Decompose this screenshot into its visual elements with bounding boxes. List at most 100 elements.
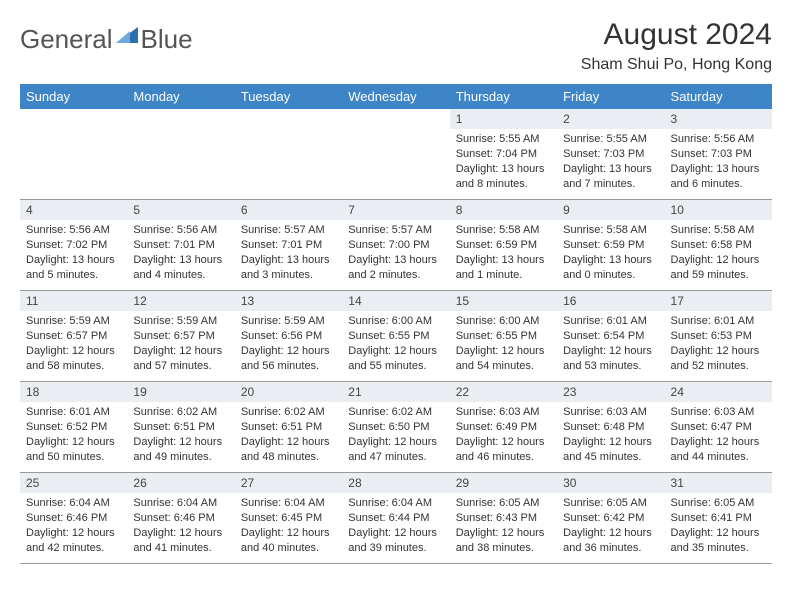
day-details: Sunrise: 6:00 AMSunset: 6:55 PMDaylight:… bbox=[342, 311, 449, 377]
calendar-day-cell: 13Sunrise: 5:59 AMSunset: 6:56 PMDayligh… bbox=[235, 291, 342, 382]
sunset-text: Sunset: 7:03 PM bbox=[563, 147, 658, 162]
daylight-text: Daylight: 12 hours and 42 minutes. bbox=[26, 526, 121, 556]
day-number: 12 bbox=[127, 291, 234, 311]
sunrise-text: Sunrise: 6:01 AM bbox=[26, 405, 121, 420]
sunset-text: Sunset: 7:04 PM bbox=[456, 147, 551, 162]
day-number: 25 bbox=[20, 473, 127, 493]
day-number: 17 bbox=[665, 291, 772, 311]
daylight-text: Daylight: 12 hours and 45 minutes. bbox=[563, 435, 658, 465]
sunrise-text: Sunrise: 6:05 AM bbox=[563, 496, 658, 511]
sunrise-text: Sunrise: 6:02 AM bbox=[241, 405, 336, 420]
day-details: Sunrise: 6:02 AMSunset: 6:50 PMDaylight:… bbox=[342, 402, 449, 468]
sunset-text: Sunset: 6:44 PM bbox=[348, 511, 443, 526]
sunset-text: Sunset: 6:59 PM bbox=[456, 238, 551, 253]
calendar-day-cell: 11Sunrise: 5:59 AMSunset: 6:57 PMDayligh… bbox=[20, 291, 127, 382]
sunset-text: Sunset: 6:46 PM bbox=[133, 511, 228, 526]
sunrise-text: Sunrise: 5:56 AM bbox=[26, 223, 121, 238]
calendar-day-cell: 29Sunrise: 6:05 AMSunset: 6:43 PMDayligh… bbox=[450, 473, 557, 564]
sunrise-text: Sunrise: 5:55 AM bbox=[456, 132, 551, 147]
sunrise-text: Sunrise: 5:57 AM bbox=[241, 223, 336, 238]
day-details: Sunrise: 5:59 AMSunset: 6:56 PMDaylight:… bbox=[235, 311, 342, 377]
sunrise-text: Sunrise: 6:04 AM bbox=[241, 496, 336, 511]
day-details: Sunrise: 5:57 AMSunset: 7:01 PMDaylight:… bbox=[235, 220, 342, 286]
sunrise-text: Sunrise: 5:59 AM bbox=[26, 314, 121, 329]
daylight-text: Daylight: 12 hours and 41 minutes. bbox=[133, 526, 228, 556]
day-details: Sunrise: 5:56 AMSunset: 7:03 PMDaylight:… bbox=[665, 129, 772, 195]
header-bar: General Blue August 2024 Sham Shui Po, H… bbox=[20, 18, 772, 74]
sunrise-text: Sunrise: 5:59 AM bbox=[133, 314, 228, 329]
calendar-week-row: ........1Sunrise: 5:55 AMSunset: 7:04 PM… bbox=[20, 109, 772, 200]
calendar-day-cell: 9Sunrise: 5:58 AMSunset: 6:59 PMDaylight… bbox=[557, 200, 664, 291]
daylight-text: Daylight: 12 hours and 54 minutes. bbox=[456, 344, 551, 374]
sunrise-text: Sunrise: 6:04 AM bbox=[26, 496, 121, 511]
calendar-day-cell: 4Sunrise: 5:56 AMSunset: 7:02 PMDaylight… bbox=[20, 200, 127, 291]
daylight-text: Daylight: 13 hours and 5 minutes. bbox=[26, 253, 121, 283]
sunset-text: Sunset: 6:57 PM bbox=[133, 329, 228, 344]
sunrise-text: Sunrise: 5:59 AM bbox=[241, 314, 336, 329]
daylight-text: Daylight: 12 hours and 53 minutes. bbox=[563, 344, 658, 374]
day-details: Sunrise: 6:04 AMSunset: 6:44 PMDaylight:… bbox=[342, 493, 449, 559]
daylight-text: Daylight: 12 hours and 59 minutes. bbox=[671, 253, 766, 283]
daylight-text: Daylight: 12 hours and 49 minutes. bbox=[133, 435, 228, 465]
sunrise-text: Sunrise: 5:58 AM bbox=[563, 223, 658, 238]
weekday-header-row: SundayMondayTuesdayWednesdayThursdayFrid… bbox=[20, 84, 772, 109]
sunset-text: Sunset: 6:57 PM bbox=[26, 329, 121, 344]
sunrise-text: Sunrise: 6:05 AM bbox=[456, 496, 551, 511]
day-number: 20 bbox=[235, 382, 342, 402]
sunrise-text: Sunrise: 6:00 AM bbox=[348, 314, 443, 329]
calendar-day-cell: 12Sunrise: 5:59 AMSunset: 6:57 PMDayligh… bbox=[127, 291, 234, 382]
sunset-text: Sunset: 6:59 PM bbox=[563, 238, 658, 253]
day-details: Sunrise: 6:02 AMSunset: 6:51 PMDaylight:… bbox=[235, 402, 342, 468]
brand-sail-icon bbox=[116, 25, 138, 50]
calendar-day-cell: 22Sunrise: 6:03 AMSunset: 6:49 PMDayligh… bbox=[450, 382, 557, 473]
calendar-day-cell: 28Sunrise: 6:04 AMSunset: 6:44 PMDayligh… bbox=[342, 473, 449, 564]
day-number: 5 bbox=[127, 200, 234, 220]
day-details: Sunrise: 6:04 AMSunset: 6:46 PMDaylight:… bbox=[127, 493, 234, 559]
sunset-text: Sunset: 7:01 PM bbox=[241, 238, 336, 253]
daylight-text: Daylight: 12 hours and 40 minutes. bbox=[241, 526, 336, 556]
weekday-header: Tuesday bbox=[235, 84, 342, 109]
day-number: 10 bbox=[665, 200, 772, 220]
calendar-day-cell: 26Sunrise: 6:04 AMSunset: 6:46 PMDayligh… bbox=[127, 473, 234, 564]
daylight-text: Daylight: 12 hours and 35 minutes. bbox=[671, 526, 766, 556]
weekday-header: Monday bbox=[127, 84, 234, 109]
calendar-day-cell: 14Sunrise: 6:00 AMSunset: 6:55 PMDayligh… bbox=[342, 291, 449, 382]
calendar-day-cell: 8Sunrise: 5:58 AMSunset: 6:59 PMDaylight… bbox=[450, 200, 557, 291]
day-details: Sunrise: 5:56 AMSunset: 7:01 PMDaylight:… bbox=[127, 220, 234, 286]
calendar-day-cell: .. bbox=[20, 109, 127, 200]
day-number: 7 bbox=[342, 200, 449, 220]
day-number: 24 bbox=[665, 382, 772, 402]
day-details: Sunrise: 6:03 AMSunset: 6:48 PMDaylight:… bbox=[557, 402, 664, 468]
sunset-text: Sunset: 6:55 PM bbox=[456, 329, 551, 344]
calendar-day-cell: 2Sunrise: 5:55 AMSunset: 7:03 PMDaylight… bbox=[557, 109, 664, 200]
sunrise-text: Sunrise: 6:01 AM bbox=[563, 314, 658, 329]
calendar-day-cell: 31Sunrise: 6:05 AMSunset: 6:41 PMDayligh… bbox=[665, 473, 772, 564]
brand-logo: General Blue bbox=[20, 18, 193, 55]
daylight-text: Daylight: 13 hours and 3 minutes. bbox=[241, 253, 336, 283]
weekday-header: Wednesday bbox=[342, 84, 449, 109]
sunrise-text: Sunrise: 5:56 AM bbox=[133, 223, 228, 238]
day-details: Sunrise: 6:01 AMSunset: 6:54 PMDaylight:… bbox=[557, 311, 664, 377]
calendar-day-cell: 3Sunrise: 5:56 AMSunset: 7:03 PMDaylight… bbox=[665, 109, 772, 200]
calendar-day-cell: 27Sunrise: 6:04 AMSunset: 6:45 PMDayligh… bbox=[235, 473, 342, 564]
day-number: 8 bbox=[450, 200, 557, 220]
day-number: 19 bbox=[127, 382, 234, 402]
calendar-day-cell: 25Sunrise: 6:04 AMSunset: 6:46 PMDayligh… bbox=[20, 473, 127, 564]
month-title: August 2024 bbox=[581, 18, 772, 52]
day-details: Sunrise: 5:57 AMSunset: 7:00 PMDaylight:… bbox=[342, 220, 449, 286]
daylight-text: Daylight: 12 hours and 58 minutes. bbox=[26, 344, 121, 374]
day-details: Sunrise: 6:03 AMSunset: 6:47 PMDaylight:… bbox=[665, 402, 772, 468]
day-details: Sunrise: 6:02 AMSunset: 6:51 PMDaylight:… bbox=[127, 402, 234, 468]
daylight-text: Daylight: 13 hours and 6 minutes. bbox=[671, 162, 766, 192]
calendar-day-cell: 21Sunrise: 6:02 AMSunset: 6:50 PMDayligh… bbox=[342, 382, 449, 473]
day-details: Sunrise: 6:05 AMSunset: 6:43 PMDaylight:… bbox=[450, 493, 557, 559]
daylight-text: Daylight: 12 hours and 48 minutes. bbox=[241, 435, 336, 465]
day-number: 13 bbox=[235, 291, 342, 311]
day-number: 15 bbox=[450, 291, 557, 311]
day-details: Sunrise: 6:01 AMSunset: 6:53 PMDaylight:… bbox=[665, 311, 772, 377]
sunrise-text: Sunrise: 6:05 AM bbox=[671, 496, 766, 511]
weekday-header: Thursday bbox=[450, 84, 557, 109]
daylight-text: Daylight: 12 hours and 55 minutes. bbox=[348, 344, 443, 374]
calendar-day-cell: 6Sunrise: 5:57 AMSunset: 7:01 PMDaylight… bbox=[235, 200, 342, 291]
day-number: 23 bbox=[557, 382, 664, 402]
